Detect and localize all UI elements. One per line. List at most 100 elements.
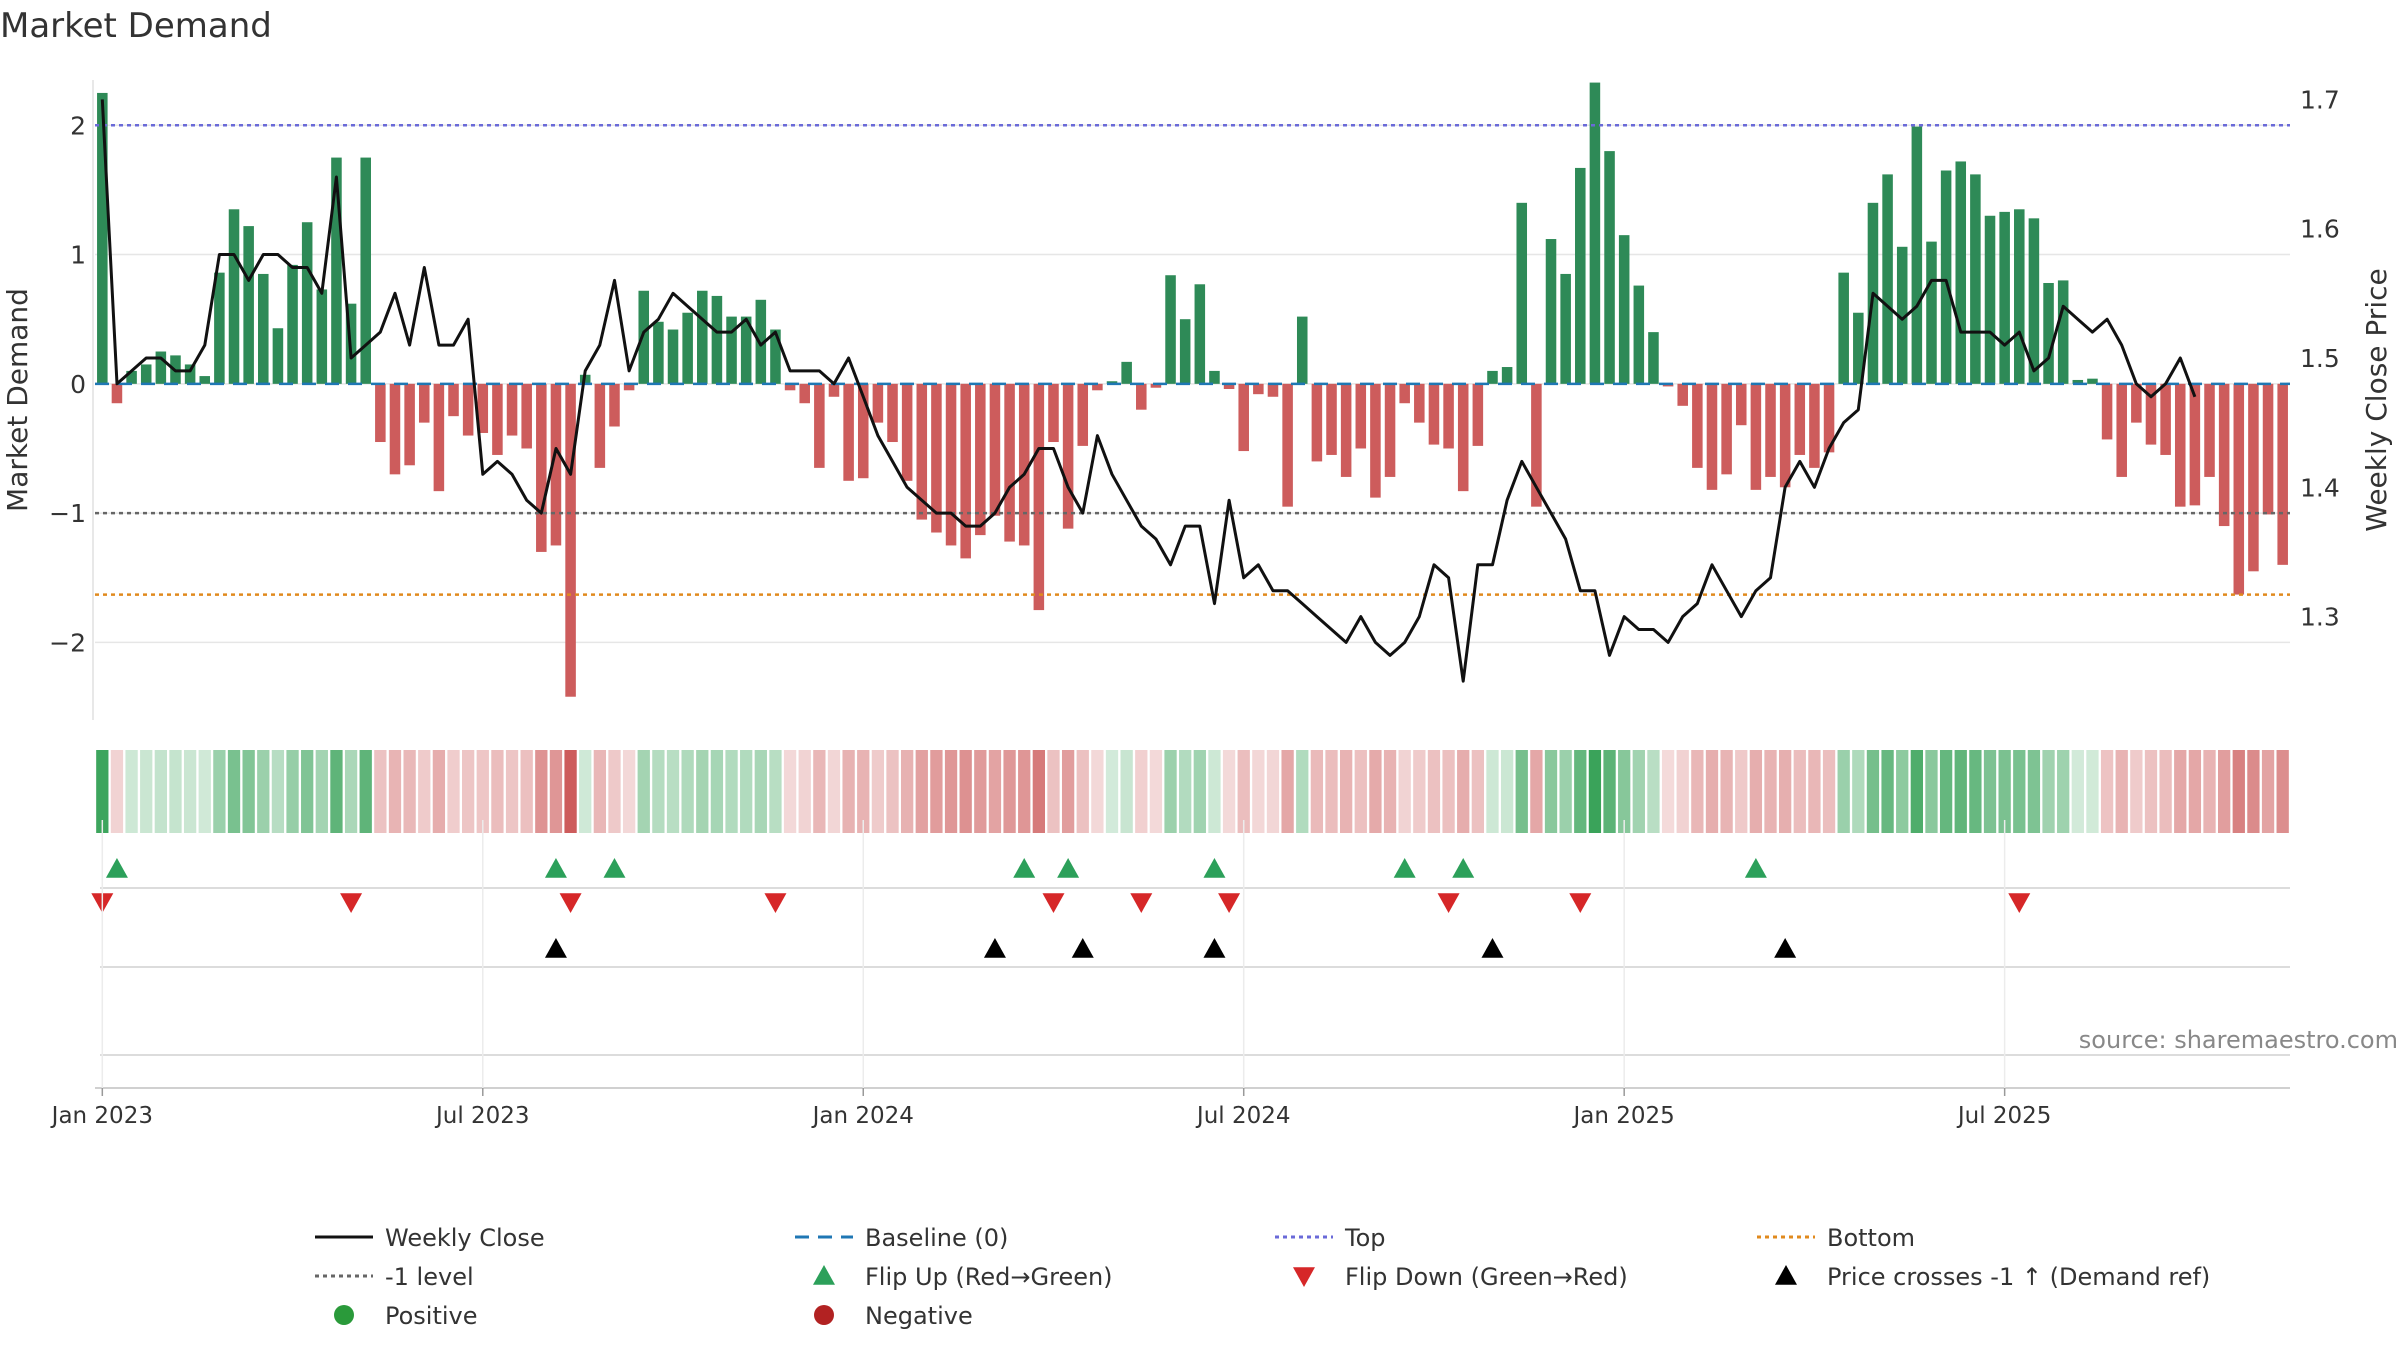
- demand-strip-cell: [213, 750, 226, 833]
- demand-bar: [975, 383, 986, 536]
- demand-bar: [1692, 383, 1703, 468]
- demand-strip-cell: [1866, 750, 1880, 833]
- demand-bar: [214, 272, 225, 384]
- demand-strip-cell: [462, 750, 475, 833]
- demand-bar: [1765, 383, 1776, 477]
- demand-bar: [2101, 383, 2113, 440]
- demand-bar: [2262, 383, 2274, 515]
- demand-bar: [1062, 383, 1074, 529]
- legend-label: Price crosses -1 ↑ (Demand ref): [1827, 1263, 2210, 1291]
- demand-bar: [960, 383, 971, 559]
- demand-strip-cell: [301, 750, 314, 833]
- demand-bar: [872, 383, 884, 423]
- flip-up-marker: [1393, 858, 1416, 878]
- demand-strip-cell: [1661, 750, 1675, 833]
- demand-bar: [1853, 312, 1864, 384]
- legend-label: Weekly Close: [385, 1224, 545, 1252]
- demand-bar: [1077, 383, 1089, 446]
- demand-strip-cell: [2144, 750, 2158, 833]
- demand-bar: [814, 383, 825, 468]
- chart-title: Market Demand: [0, 6, 272, 46]
- demand-strip-cell: [1486, 750, 1499, 833]
- demand-strip-cell: [1969, 750, 1982, 833]
- demand-bar: [1823, 383, 1835, 453]
- demand-strip-cell: [1442, 750, 1455, 833]
- demand-bar: [1428, 383, 1440, 445]
- demand-bar: [2072, 379, 2084, 384]
- legend-label: -1 level: [385, 1263, 474, 1291]
- demand-strip-cell: [1954, 750, 1967, 833]
- demand-strip-cell: [2276, 750, 2289, 833]
- demand-strip-cell: [2203, 750, 2216, 833]
- demand-bar: [565, 383, 576, 697]
- flip-up-marker: [105, 858, 128, 878]
- demand-bar: [1750, 383, 1762, 490]
- demand-strip-cell: [1281, 750, 1294, 833]
- y2-tick-label: 1.3: [2300, 603, 2340, 632]
- demand-strip-cell: [842, 750, 855, 833]
- flip-down-marker: [1042, 893, 1065, 913]
- demand-strip-cell: [2174, 750, 2187, 833]
- demand-strip-cell: [1793, 750, 1806, 833]
- demand-strip-cell: [1266, 750, 1280, 833]
- demand-strip-cell: [1427, 750, 1441, 833]
- demand-bar: [770, 329, 781, 384]
- demand-bar: [477, 383, 489, 433]
- demand-bar: [1150, 383, 1162, 388]
- demand-strip-cell: [1252, 750, 1265, 833]
- demand-strip-cell: [388, 750, 402, 833]
- demand-strip-cell: [988, 750, 1002, 833]
- demand-bar: [2204, 383, 2215, 477]
- demand-bar: [2277, 383, 2288, 565]
- demand-strip-cell: [1047, 750, 1060, 833]
- y-tick-label: −1: [49, 499, 86, 528]
- demand-strip-cell: [915, 750, 928, 833]
- flip-down-marker: [1569, 893, 1592, 913]
- demand-bar: [1648, 332, 1659, 384]
- demand-bar: [1282, 383, 1293, 507]
- demand-bar: [1194, 284, 1206, 384]
- demand-strip-cell: [798, 750, 811, 833]
- y-axis-label: Market Demand: [1, 288, 34, 512]
- demand-bar: [184, 364, 196, 384]
- demand-strip-cell: [1764, 750, 1777, 833]
- demand-strip-cell: [622, 750, 636, 833]
- x-tick-label: Jan 2025: [1572, 1103, 1675, 1129]
- y2-tick-label: 1.5: [2300, 344, 2340, 373]
- demand-strip-cell: [1208, 750, 1221, 833]
- price-cross-marker: [1774, 938, 1797, 958]
- flip-down-marker: [1218, 893, 1241, 913]
- demand-strip-cell: [608, 750, 621, 833]
- demand-bar: [2233, 383, 2245, 595]
- demand-bar: [2160, 383, 2171, 455]
- demand-strip-cell: [1720, 750, 1733, 833]
- demand-strip-cell: [505, 750, 519, 833]
- demand-bar: [536, 383, 547, 552]
- demand-bar: [638, 290, 650, 384]
- demand-bar: [1984, 215, 1996, 384]
- demand-bar: [375, 383, 386, 443]
- demand-strip-cell: [1296, 750, 1309, 833]
- legend-swatch: [1775, 1265, 1797, 1285]
- demand-strip-cell: [1779, 750, 1792, 833]
- demand-strip-cell: [242, 750, 255, 833]
- demand-bar: [1721, 383, 1732, 475]
- x-tick-label: Jul 2023: [434, 1103, 530, 1129]
- demand-strip-cell: [901, 750, 914, 833]
- demand-bar: [682, 312, 693, 384]
- legend-label: Baseline (0): [865, 1224, 1008, 1252]
- flip-down-marker: [764, 893, 787, 913]
- x-tick-label: Jan 2024: [811, 1103, 914, 1129]
- demand-strip-cell: [1603, 750, 1616, 833]
- demand-strip-cell: [740, 750, 753, 833]
- demand-strip-cell: [140, 750, 153, 833]
- demand-strip-cell: [2261, 750, 2275, 833]
- demand-strip-cell: [1149, 750, 1163, 833]
- demand-bar: [1355, 383, 1367, 449]
- demand-bar: [462, 383, 474, 436]
- demand-strip-cell: [564, 750, 577, 833]
- demand-strip-cell: [1530, 750, 1543, 833]
- demand-bar: [1457, 383, 1469, 492]
- main-plot: 2 1 0 −1 −2 1.7 1.6 1.5 1.4 1.3: [49, 80, 2340, 720]
- demand-bar: [711, 295, 723, 384]
